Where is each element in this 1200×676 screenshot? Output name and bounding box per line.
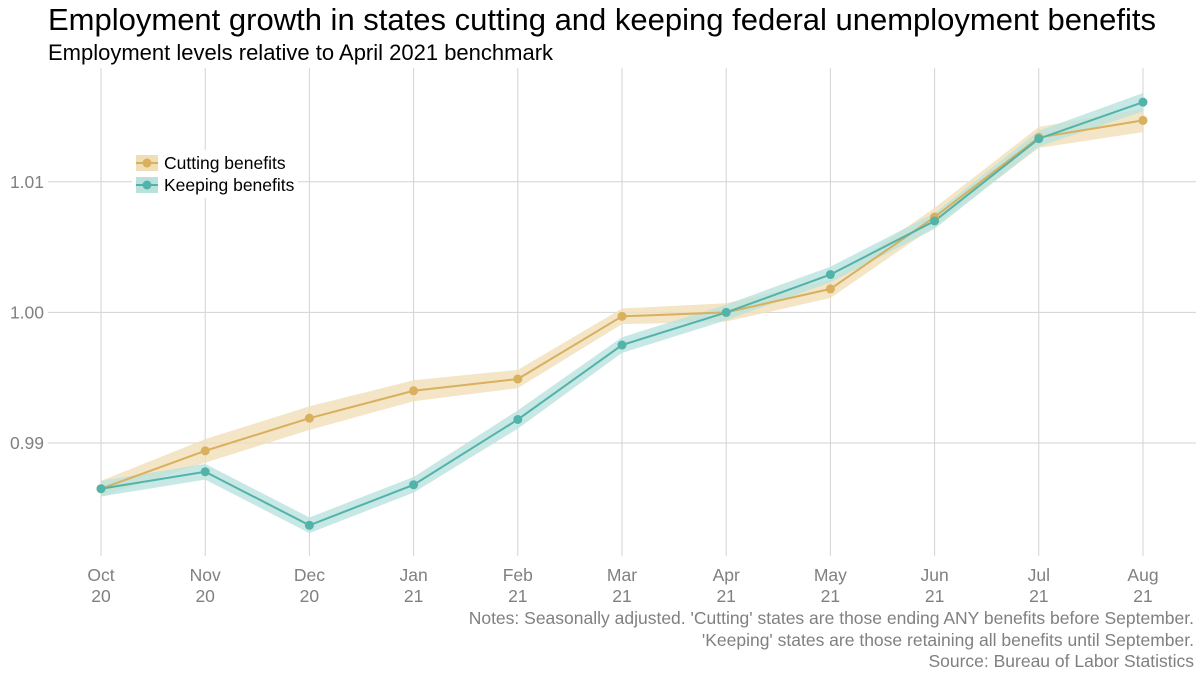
x-tick-label: Feb 21 xyxy=(503,565,533,606)
x-tick-label: Oct 20 xyxy=(87,565,114,606)
legend-item-cutting: Cutting benefits xyxy=(134,152,294,174)
x-tick-month: Nov xyxy=(190,565,221,585)
point-keeping xyxy=(96,484,106,494)
x-tick-label: Jan 21 xyxy=(399,565,427,606)
x-tick-year: 20 xyxy=(300,586,320,606)
x-tick-year: 21 xyxy=(1133,586,1152,606)
x-tick-year: 21 xyxy=(612,586,631,606)
point-cutting xyxy=(513,374,523,384)
point-cutting xyxy=(617,311,627,321)
x-tick-label: Jun 21 xyxy=(920,565,948,606)
chart-notes: Notes: Seasonally adjusted. 'Cutting' st… xyxy=(469,608,1194,673)
point-keeping xyxy=(930,216,940,226)
notes-line-1: Notes: Seasonally adjusted. 'Cutting' st… xyxy=(468,608,1194,628)
x-tick-year: 21 xyxy=(508,586,527,606)
x-tick-year: 21 xyxy=(716,586,735,606)
x-tick-month: Oct xyxy=(87,565,114,585)
y-tick-label: 1.01 xyxy=(10,172,44,192)
notes-source: Source: Bureau of Labor Statistics xyxy=(928,651,1194,671)
point-keeping xyxy=(1138,97,1148,107)
point-keeping xyxy=(1034,134,1044,144)
x-tick-label: Mar 21 xyxy=(607,565,637,606)
x-tick-month: Apr xyxy=(713,565,740,585)
x-tick-month: Feb xyxy=(503,565,533,585)
x-tick-label: Apr 21 xyxy=(713,565,740,606)
point-keeping xyxy=(513,414,523,424)
x-tick-year: 21 xyxy=(925,586,944,606)
band-cutting xyxy=(101,108,1143,497)
x-tick-month: Aug xyxy=(1127,565,1158,585)
x-tick-year: 21 xyxy=(404,586,423,606)
point-keeping xyxy=(825,270,835,280)
legend-key-cutting-point xyxy=(142,158,152,168)
x-tick-year: 21 xyxy=(821,586,840,606)
legend-label-keeping: Keeping benefits xyxy=(164,174,295,195)
y-tick-label: 1.00 xyxy=(10,302,44,322)
chart-title: Employment growth in states cutting and … xyxy=(48,2,1157,37)
point-cutting xyxy=(825,284,835,294)
x-tick-month: Jun xyxy=(920,565,948,585)
x-tick-label: Aug 21 xyxy=(1127,565,1158,606)
legend: Cutting benefits Keeping benefits xyxy=(132,150,299,198)
point-keeping xyxy=(304,520,314,530)
x-tick-month: Jul xyxy=(1028,565,1050,585)
notes-line-2: 'Keeping' states are those retaining all… xyxy=(701,629,1194,650)
chart-subtitle: Employment levels relative to April 2021… xyxy=(48,40,554,65)
x-tick-year: 21 xyxy=(1029,586,1048,606)
x-tick-label: Dec 20 xyxy=(294,565,325,606)
x-tick-label: Nov 20 xyxy=(190,565,221,606)
legend-key-keeping-point xyxy=(142,180,152,190)
x-tick-year: 20 xyxy=(195,586,215,606)
x-tick-year: 20 xyxy=(91,586,111,606)
point-keeping xyxy=(409,480,419,490)
point-cutting xyxy=(1138,115,1148,125)
x-tick-month: Dec xyxy=(294,565,325,585)
point-keeping xyxy=(721,307,731,317)
point-keeping xyxy=(200,467,210,477)
legend-key-cutting xyxy=(136,155,158,171)
legend-label-cutting: Cutting benefits xyxy=(164,152,286,173)
x-tick-month: Jan xyxy=(399,565,427,585)
y-tick-label: 0.99 xyxy=(10,433,44,453)
point-cutting xyxy=(304,413,314,423)
x-tick-month: Mar xyxy=(607,565,637,585)
point-cutting xyxy=(409,386,419,396)
x-tick-label: Jul 21 xyxy=(1028,565,1050,606)
x-tick-month: May xyxy=(814,565,847,585)
point-cutting xyxy=(200,446,210,456)
legend-key-keeping xyxy=(136,177,158,193)
x-tick-label: May 21 xyxy=(814,565,847,606)
point-keeping xyxy=(617,340,627,350)
legend-item-keeping: Keeping benefits xyxy=(134,174,294,196)
data-points xyxy=(96,97,1148,530)
